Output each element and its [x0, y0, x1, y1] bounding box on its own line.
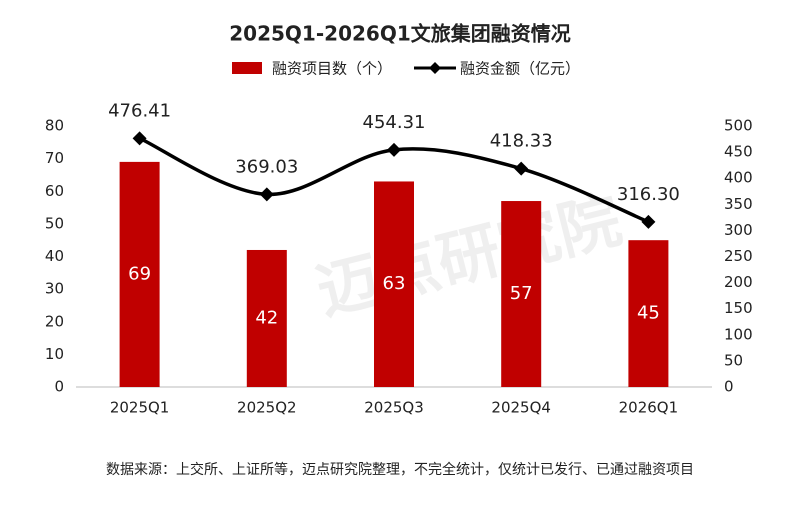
x-tick-label: 2025Q4	[491, 399, 551, 417]
source-note: 数据来源：上交所、上证所等，迈点研究院整理，不完全统计，仅统计已发行、已通过融资…	[106, 461, 694, 478]
line-marker	[387, 142, 401, 157]
y-tick-label: 80	[45, 117, 64, 135]
bar-value-label: 63	[383, 273, 406, 294]
line-value-label: 454.31	[363, 112, 426, 133]
y2-tick-label: 400	[724, 169, 753, 187]
x-tick-label: 2025Q1	[110, 399, 170, 417]
y-tick-label: 70	[45, 149, 64, 167]
bar-value-label: 57	[510, 283, 533, 304]
bar-value-label: 42	[255, 307, 278, 328]
y-tick-label: 40	[45, 247, 64, 265]
y2-tick-label: 350	[724, 195, 753, 213]
y2-tick-label: 100	[724, 325, 753, 343]
bar-value-label: 69	[128, 263, 151, 284]
bar	[374, 181, 414, 387]
legend-swatch	[232, 62, 262, 74]
bar	[501, 201, 542, 387]
line-value-label: 369.03	[235, 156, 298, 177]
y-tick-label: 20	[45, 312, 64, 330]
y2-tick-label: 500	[724, 117, 753, 135]
bar-value-label: 45	[637, 303, 660, 324]
legend-label: 融资金额（亿元）	[460, 60, 580, 78]
line-marker	[514, 161, 529, 176]
line-value-label: 476.41	[108, 100, 171, 121]
watermark: 迈点研究院	[310, 183, 628, 329]
line-marker	[641, 214, 656, 229]
y-tick-label: 60	[45, 182, 64, 200]
legend-label: 融资项目数（个）	[272, 60, 392, 78]
line-value-label: 418.33	[490, 131, 553, 152]
y-tick-label: 0	[54, 378, 64, 396]
x-tick-label: 2025Q2	[237, 399, 297, 417]
bar	[246, 249, 287, 387]
bar	[628, 240, 669, 387]
line-marker	[132, 131, 147, 146]
y-tick-label: 50	[45, 214, 64, 232]
x-tick-label: 2025Q3	[364, 399, 424, 417]
y-tick-label: 10	[45, 345, 64, 363]
legend-marker	[429, 62, 441, 74]
y2-tick-label: 150	[724, 299, 753, 317]
y2-tick-label: 0	[724, 378, 734, 396]
chart-title: 2025Q1-2026Q1文旅集团融资情况	[229, 22, 570, 46]
y2-tick-label: 200	[724, 273, 753, 291]
y2-tick-label: 300	[724, 221, 753, 239]
y2-tick-label: 50	[724, 351, 743, 369]
y2-tick-label: 450	[724, 143, 753, 161]
line-marker	[259, 187, 274, 202]
x-tick-label: 2026Q1	[619, 399, 679, 417]
y-tick-label: 30	[45, 280, 64, 298]
line-value-label: 316.30	[617, 184, 680, 205]
y2-tick-label: 250	[724, 247, 753, 265]
bar	[119, 161, 160, 387]
